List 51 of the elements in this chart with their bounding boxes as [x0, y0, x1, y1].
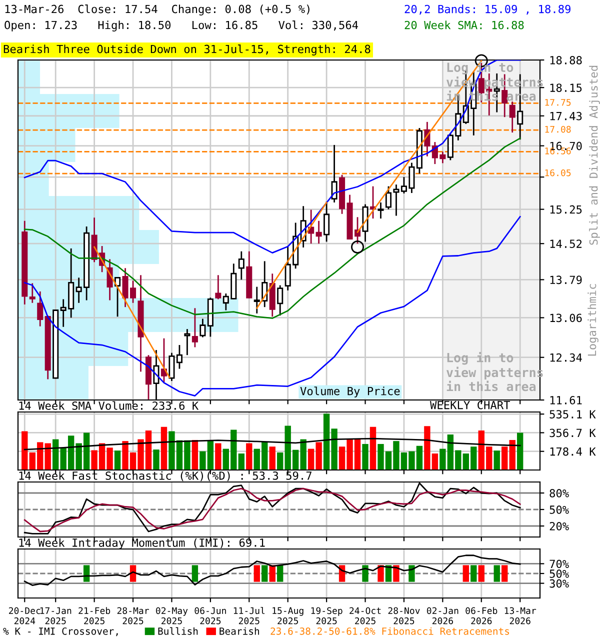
text: 20,2 Bands: 15.09 , 18.89 [404, 4, 570, 15]
ref-line-label: 17.75 [545, 99, 571, 106]
x-tick-label: 15-Aug 2025 [272, 607, 304, 624]
chart-subtitle: Bearish Three Outside Down on 31-Jul-15, Strength: 24.8 [4, 44, 370, 56]
y-tick-label: 50% [550, 570, 569, 578]
x-tick-label: 28-Nov 2025 [388, 607, 420, 624]
x-tick-label: 21-Feb 2025 [78, 607, 110, 624]
text: Logarithmic [588, 284, 598, 356]
ref-line-label: 16.05 [545, 169, 571, 176]
x-tick-label: 06-Jun 2025 [194, 607, 226, 624]
x-tick-label: 11-Jul 2025 [234, 607, 265, 624]
y-tick-label: 18.88 [550, 56, 582, 64]
x-tick-label: 20-Dec 2024 [9, 607, 40, 624]
legend-label: Bearish [220, 627, 259, 635]
y-tick-label: 13.79 [550, 276, 582, 284]
text: 20 Week SMA: 16.88 [404, 20, 524, 30]
y-tick-label: 30% [550, 579, 569, 588]
x-tick-label: 24-Oct 2025 [350, 607, 381, 624]
y-tick-label: 14.52 [550, 240, 582, 248]
y-tick-label: 20% [550, 522, 569, 530]
x-tick-label: 02-Jan 2026 [426, 607, 458, 624]
y-tick-label: 50% [550, 506, 569, 514]
y-tick-label: 18.15 [550, 84, 582, 92]
x-tick-label: 13-Mar 2026 [504, 607, 536, 624]
y-tick-label: 80% [550, 489, 569, 498]
x-tick-label: 28-Mar 2025 [117, 607, 149, 624]
y-tick-label: 178.4 K [550, 447, 596, 456]
x-tick-label: 02-May 2025 [156, 607, 188, 624]
annotation: Volume By Price [300, 386, 400, 398]
y-tick-label: 356.7 K [550, 428, 596, 438]
text: 13-Mar-26 Close: 17.54 Change: 0.08 (+0.5 %) [5, 4, 310, 16]
x-tick-label: 17-Jan 2025 [40, 607, 72, 624]
y-tick-label: 17.43 [550, 112, 582, 120]
chart-title: 14 Week Intraday Momentum (IMI): 69.1 [19, 538, 265, 549]
ref-line-label: 17.08 [545, 126, 571, 133]
y-tick-label: 13.06 [550, 314, 582, 322]
chart-title: 14 Week Fast Stochastic (%K)(%D) : 53.3 59.7 [19, 471, 312, 482]
y-axis-title: Split and Dividend Adjusted [589, 66, 600, 245]
y-tick-label: 70% [550, 560, 569, 568]
text: WEEKLY CHART [430, 400, 510, 410]
y-tick-label: 535.1 K [550, 410, 596, 418]
legend-label: Bullish [158, 627, 198, 635]
chart-title: 14 Week SMA Volume: 233.6 K [19, 401, 199, 410]
y-tick-label: 15.25 [550, 205, 582, 214]
text: 23.6-38.2-50-61.8% Fibonacci Retracements [270, 627, 510, 635]
x-tick-label: 06-Feb 2026 [466, 607, 498, 624]
x-tick-label: 19-Sep 2025 [311, 607, 342, 624]
y-tick-label: 11.61 [550, 396, 582, 404]
text: % K - IMI Crossover, [3, 627, 118, 636]
y-tick-label: 12.34 [550, 353, 582, 362]
text: Open: 17.23 High: 18.50 Low: 16.85 Vol: 330,564 [4, 20, 358, 32]
